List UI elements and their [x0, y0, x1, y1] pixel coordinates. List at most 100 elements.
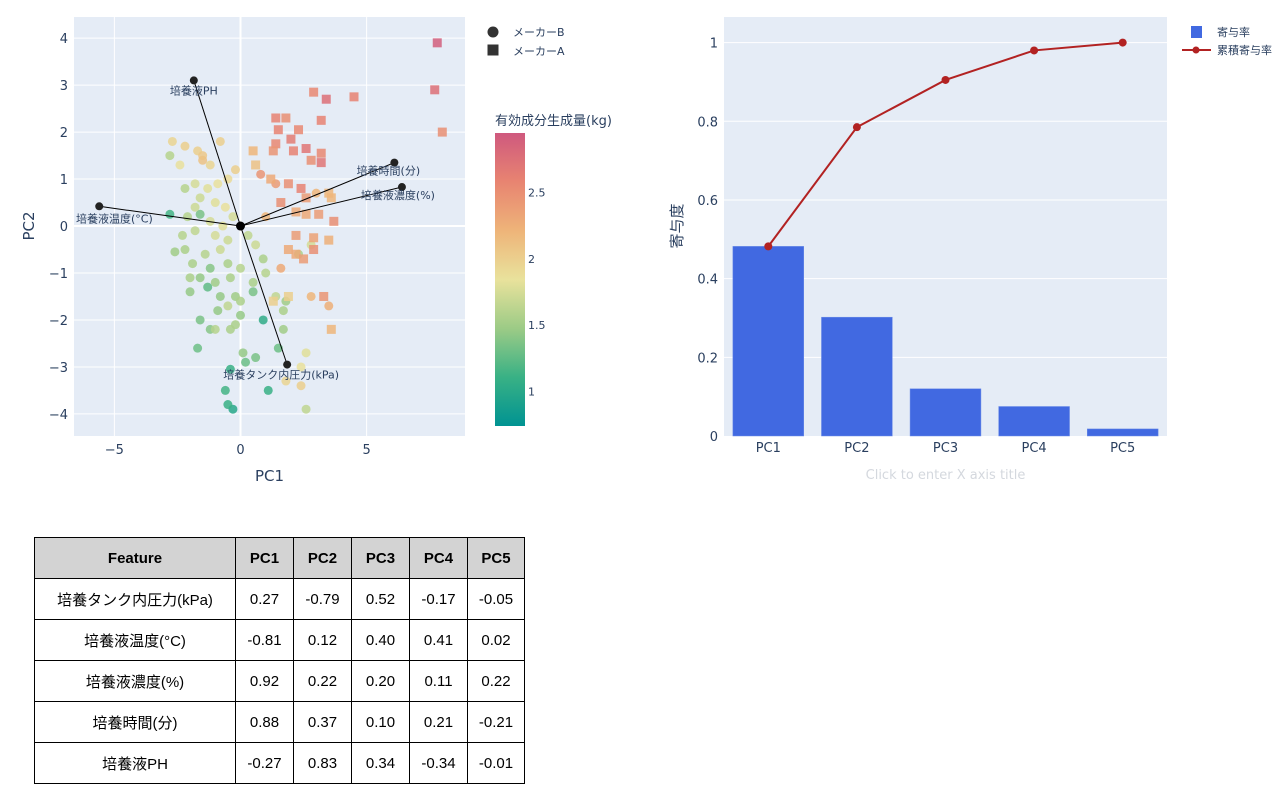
scatter-point-circle: [205, 160, 215, 170]
scatter-point-circle: [185, 273, 195, 283]
scatter-point-square: [324, 235, 334, 245]
legend-circle-icon: [487, 26, 499, 38]
loading-vector: [240, 162, 395, 227]
cell-value: 0.02: [467, 619, 525, 661]
cell-value: 0.52: [351, 578, 410, 620]
cell-value: 0.21: [409, 701, 468, 743]
loading-endpoint: [283, 360, 292, 369]
y-tick-label: 4: [60, 32, 68, 47]
colorbar-tick-label: 2: [528, 253, 535, 266]
scatter-point-square: [314, 209, 324, 219]
loading-label: 培養タンク内圧力(kPa): [223, 368, 339, 382]
scatter-point-circle: [190, 226, 200, 236]
cell-value: 0.27: [235, 578, 294, 620]
scatter-point-square: [326, 324, 336, 334]
chart-canvas: −5 0 5 −4 −3 −2 −1 0 1 2 3 4 培養液PH 培養液温度(°C) 培養時間(分) 培養…: [20, 17, 1272, 485]
scatter-point-circle: [193, 343, 203, 353]
cell-value: 0.11: [409, 660, 468, 702]
colorbar-tick-label: 1: [528, 386, 535, 399]
scatter-point-circle: [263, 385, 273, 395]
y-tick-label: 0.8: [697, 115, 718, 130]
legend-label: メーカーA: [513, 45, 565, 58]
cell-feature: 培養液濃度(%): [34, 660, 236, 702]
scatter-point-circle: [235, 310, 245, 320]
loading-label: 培養液濃度(%): [361, 188, 435, 202]
scatter-point-circle: [230, 165, 240, 175]
scatter-point-circle: [185, 287, 195, 297]
y-tick-label: 0.6: [697, 194, 718, 209]
scatter-point-circle: [177, 230, 187, 240]
y-tick-label: 0: [60, 220, 68, 235]
scatter-point-circle: [324, 301, 334, 311]
scatter-point-square: [316, 148, 326, 158]
scatter-point-circle: [225, 273, 235, 283]
cell-value: 0.92: [235, 660, 294, 702]
legend-label: 累積寄与率: [1217, 43, 1272, 57]
scatter-point-circle: [228, 212, 238, 222]
scatter-point-circle: [195, 209, 205, 219]
scatter-point-square: [309, 87, 319, 97]
loadings-table: Feature PC1 PC2 PC3 PC4 PC5 培養タンク内圧力(kPa…: [34, 537, 525, 784]
y-tick-label: −3: [49, 361, 68, 376]
header-feature: Feature: [34, 537, 236, 579]
scatter-point-square: [294, 125, 304, 135]
cell-feature: 培養液温度(°C): [34, 619, 236, 661]
y-tick-label: −2: [49, 314, 68, 329]
scatter-point-square: [321, 94, 331, 104]
scatter-point-circle: [306, 291, 316, 301]
cell-value: 0.22: [293, 660, 352, 702]
scatter-point-circle: [165, 151, 175, 161]
x-tick-label: 5: [362, 443, 370, 458]
x-axis-title: PC1: [255, 467, 284, 485]
scatter-point-circle: [210, 198, 220, 208]
scatter-point-square: [291, 207, 301, 217]
cell-value: 0.41: [409, 619, 468, 661]
scatter-point-square: [316, 158, 326, 168]
cell-value: 0.40: [351, 619, 410, 661]
scatter-point-square: [306, 155, 316, 165]
scatter-point-circle: [238, 348, 248, 358]
table-row: 培養液PH -0.27 0.83 0.34 -0.34 -0.01: [34, 742, 525, 784]
scatter-point-square: [316, 115, 326, 125]
cell-value: -0.21: [467, 701, 525, 743]
scatter-point-square: [281, 113, 291, 123]
scatter-point-circle: [213, 179, 223, 189]
cell-feature: 培養タンク内圧力(kPa): [34, 578, 236, 620]
scatter-point-circle: [220, 202, 230, 212]
table-header-row: Feature PC1 PC2 PC3 PC4 PC5: [34, 537, 525, 579]
scatter-point-square: [309, 233, 319, 243]
header-pc1: PC1: [235, 537, 294, 579]
table-row: 培養タンク内圧力(kPa) 0.27 -0.79 0.52 -0.17 -0.05: [34, 578, 525, 620]
scatter-point-circle: [223, 400, 233, 410]
colorbar-title: 有効成分生成量(kg): [495, 114, 612, 129]
scatter-point-circle: [301, 404, 311, 414]
scatter-point-square: [276, 198, 286, 208]
scatter-point-circle: [180, 183, 190, 193]
cell-value: 0.10: [351, 701, 410, 743]
loading-vector: [240, 225, 288, 365]
y-tick-label: −4: [49, 408, 68, 423]
x-tick-label: 0: [236, 443, 244, 458]
scatter-point-circle: [180, 141, 190, 151]
scatter-point-circle: [223, 174, 233, 184]
scatter-point-circle: [296, 381, 306, 391]
cell-value: -0.05: [467, 578, 525, 620]
x-axis-title-placeholder: Click to enter X axis title: [866, 468, 1026, 483]
cell-value: -0.79: [293, 578, 352, 620]
scatter-point-circle: [203, 282, 213, 292]
scatter-point-square: [326, 193, 336, 203]
colorbar: [495, 133, 525, 426]
scatter-point-circle: [235, 296, 245, 306]
header-pc3: PC3: [351, 537, 410, 579]
scatter-point-circle: [170, 247, 180, 257]
scatter-point-circle: [248, 287, 258, 297]
scatter-point-circle: [278, 324, 288, 334]
scatter-point-circle: [223, 259, 233, 269]
scatter-point-square: [296, 183, 306, 193]
scatter-point-square: [266, 174, 276, 184]
y-tick-label: 2: [60, 126, 68, 141]
legend-line-marker: [1192, 46, 1200, 54]
cell-value: -0.81: [235, 619, 294, 661]
scatter-point-circle: [210, 324, 220, 334]
loading-endpoint: [390, 158, 399, 167]
